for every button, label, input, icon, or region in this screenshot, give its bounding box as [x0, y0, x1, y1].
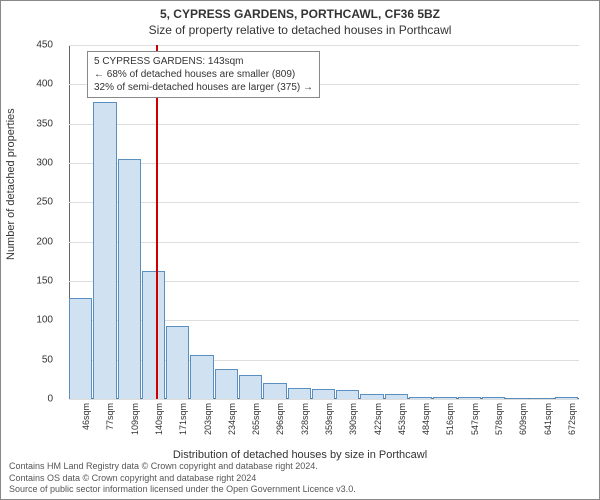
histogram-bar	[312, 389, 335, 399]
x-tick-label: 296sqm	[275, 403, 285, 443]
gridline	[69, 399, 579, 400]
plot-area: 5 CYPRESS GARDENS: 143sqm ← 68% of detac…	[69, 45, 579, 399]
histogram-bar	[69, 298, 92, 399]
histogram-bar	[506, 398, 529, 399]
x-tick-label: 609sqm	[518, 403, 528, 443]
x-tick-label: 672sqm	[567, 403, 577, 443]
histogram-bar	[263, 383, 286, 399]
histogram-bar	[118, 159, 141, 399]
x-tick-label: 578sqm	[494, 403, 504, 443]
x-tick-label: 453sqm	[397, 403, 407, 443]
histogram-bar	[239, 375, 262, 399]
annotation-line1: 5 CYPRESS GARDENS: 143sqm	[94, 55, 313, 68]
gridline	[69, 45, 579, 46]
x-tick-label: 77sqm	[105, 403, 115, 443]
x-tick-label: 328sqm	[300, 403, 310, 443]
x-tick-label: 516sqm	[445, 403, 455, 443]
x-tick-label: 234sqm	[227, 403, 237, 443]
x-tick-label: 390sqm	[348, 403, 358, 443]
histogram-bar	[166, 326, 189, 399]
y-tick-label: 450	[13, 40, 53, 51]
x-tick-label: 140sqm	[154, 403, 164, 443]
annotation-line2: ← 68% of detached houses are smaller (80…	[94, 68, 313, 81]
x-tick-label: 46sqm	[81, 403, 91, 443]
histogram-bar	[458, 397, 481, 399]
gridline	[69, 202, 579, 203]
gridline	[69, 242, 579, 243]
histogram-bar	[530, 398, 553, 399]
y-tick-label: 200	[13, 236, 53, 247]
histogram-bar	[555, 397, 578, 399]
x-tick-label: 359sqm	[324, 403, 334, 443]
x-tick-label: 641sqm	[543, 403, 553, 443]
histogram-bar	[336, 390, 359, 399]
y-tick-label: 300	[13, 158, 53, 169]
histogram-bar	[360, 394, 383, 399]
y-tick-label: 350	[13, 118, 53, 129]
x-tick-label: 484sqm	[421, 403, 431, 443]
x-tick-label: 422sqm	[373, 403, 383, 443]
histogram-bar	[215, 369, 238, 399]
x-tick-label: 265sqm	[251, 403, 261, 443]
annotation-box: 5 CYPRESS GARDENS: 143sqm ← 68% of detac…	[87, 51, 320, 98]
x-tick-label: 547sqm	[470, 403, 480, 443]
histogram-bar	[190, 355, 213, 399]
histogram-bar	[409, 397, 432, 399]
y-tick-label: 250	[13, 197, 53, 208]
histogram-bar	[385, 394, 408, 399]
y-tick-label: 400	[13, 79, 53, 90]
y-tick-label: 0	[13, 394, 53, 405]
histogram-bar	[288, 388, 311, 399]
chart-subtitle: Size of property relative to detached ho…	[1, 23, 599, 37]
gridline	[69, 163, 579, 164]
x-tick-label: 109sqm	[130, 403, 140, 443]
x-tick-label: 171sqm	[178, 403, 188, 443]
chart-container: 5, CYPRESS GARDENS, PORTHCAWL, CF36 5BZ …	[0, 0, 600, 500]
y-tick-label: 50	[13, 354, 53, 365]
footer-attribution: Contains HM Land Registry data © Crown c…	[9, 461, 591, 496]
y-tick-label: 100	[13, 315, 53, 326]
y-tick-label: 150	[13, 276, 53, 287]
property-marker-line	[156, 45, 158, 399]
chart-title-address: 5, CYPRESS GARDENS, PORTHCAWL, CF36 5BZ	[1, 7, 599, 21]
x-axis-label: Distribution of detached houses by size …	[1, 449, 599, 461]
annotation-line3: 32% of semi-detached houses are larger (…	[94, 81, 313, 94]
gridline	[69, 124, 579, 125]
footer-line2: Contains OS data © Crown copyright and d…	[9, 473, 591, 485]
histogram-bar	[433, 397, 456, 399]
footer-line1: Contains HM Land Registry data © Crown c…	[9, 461, 591, 473]
footer-line3: Source of public sector information lice…	[9, 484, 591, 496]
histogram-bar	[142, 271, 165, 399]
x-tick-label: 203sqm	[203, 403, 213, 443]
histogram-bar	[482, 397, 505, 399]
histogram-bar	[93, 102, 116, 399]
